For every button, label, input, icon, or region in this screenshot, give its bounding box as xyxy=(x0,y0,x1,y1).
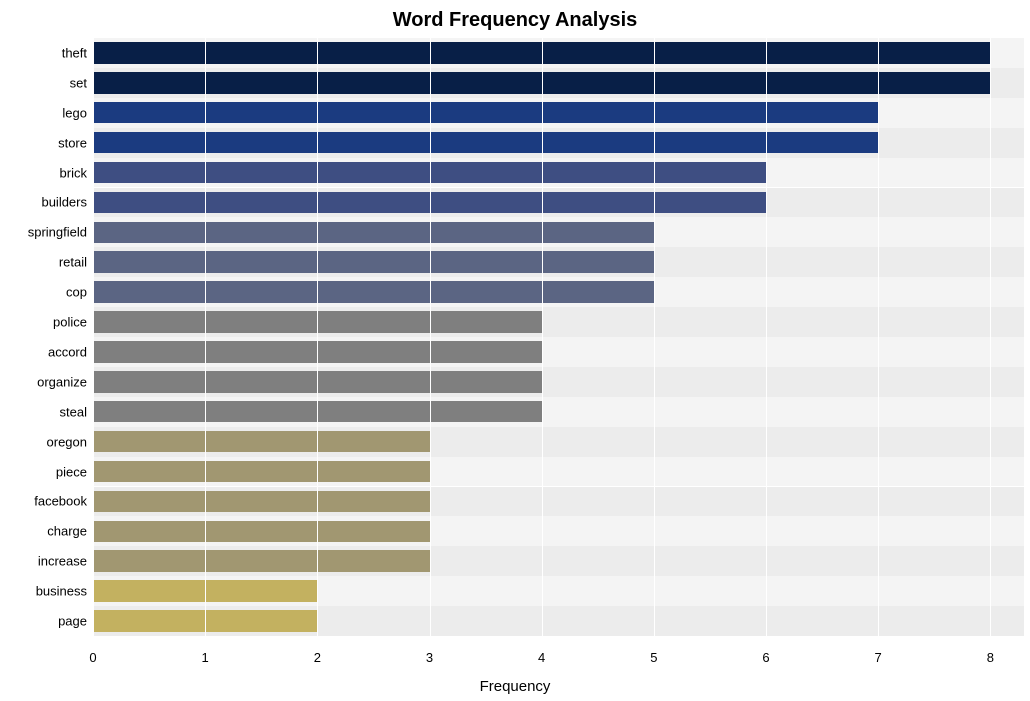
y-tick-label: police xyxy=(53,315,87,330)
bar xyxy=(93,222,654,244)
y-tick-label: steal xyxy=(60,404,87,419)
x-tick-label: 8 xyxy=(987,650,994,665)
chart-row xyxy=(93,307,1024,337)
x-axis-title: Frequency xyxy=(0,678,1030,695)
y-tick-label: facebook xyxy=(34,494,87,509)
chart-row xyxy=(93,516,1024,546)
x-tick-label: 6 xyxy=(762,650,769,665)
bar xyxy=(93,550,430,572)
x-tick-label: 1 xyxy=(202,650,209,665)
y-tick-label: builders xyxy=(41,195,87,210)
y-tick-label: store xyxy=(58,135,87,150)
chart-row xyxy=(93,576,1024,606)
plot-area xyxy=(93,38,1024,636)
y-tick-label: increase xyxy=(38,554,87,569)
y-tick-label: business xyxy=(36,584,87,599)
y-tick-label: theft xyxy=(62,45,87,60)
x-tick-label: 2 xyxy=(314,650,321,665)
chart-row xyxy=(93,128,1024,158)
chart-row xyxy=(93,188,1024,218)
chart-row xyxy=(93,98,1024,128)
bar xyxy=(93,132,878,154)
y-tick-label: accord xyxy=(48,344,87,359)
y-tick-label: cop xyxy=(66,285,87,300)
x-grid-line xyxy=(878,38,879,636)
bar xyxy=(93,521,430,543)
y-tick-label: piece xyxy=(56,464,87,479)
bar xyxy=(93,431,430,453)
chart-title: Word Frequency Analysis xyxy=(0,9,1030,32)
chart-row xyxy=(93,457,1024,487)
x-tick-label: 0 xyxy=(89,650,96,665)
y-tick-label: page xyxy=(58,614,87,629)
y-tick-label: oregon xyxy=(47,434,87,449)
y-tick-label: charge xyxy=(47,524,87,539)
bar xyxy=(93,281,654,303)
x-grid-line xyxy=(93,38,94,636)
x-grid-line xyxy=(542,38,543,636)
bar xyxy=(93,461,430,483)
x-tick-label: 7 xyxy=(875,650,882,665)
x-grid-line xyxy=(430,38,431,636)
x-grid-line xyxy=(205,38,206,636)
chart-row xyxy=(93,427,1024,457)
y-tick-label: brick xyxy=(60,165,87,180)
chart-row xyxy=(93,217,1024,247)
x-grid-line xyxy=(654,38,655,636)
y-tick-label: retail xyxy=(59,255,87,270)
x-tick-label: 3 xyxy=(426,650,433,665)
y-tick-label: springfield xyxy=(28,225,87,240)
x-grid-line xyxy=(766,38,767,636)
chart-row xyxy=(93,606,1024,636)
chart-row xyxy=(93,397,1024,427)
x-tick-label: 4 xyxy=(538,650,545,665)
chart-row xyxy=(93,38,1024,68)
bar xyxy=(93,251,654,273)
chart-row xyxy=(93,487,1024,517)
x-grid-line xyxy=(990,38,991,636)
chart-row xyxy=(93,158,1024,188)
bar xyxy=(93,102,878,124)
word-frequency-chart: Word Frequency Analysis Frequency theft s… xyxy=(0,0,1030,701)
y-tick-label: organize xyxy=(37,374,87,389)
chart-row xyxy=(93,68,1024,98)
chart-row xyxy=(93,247,1024,277)
x-grid-line xyxy=(317,38,318,636)
x-tick-label: 5 xyxy=(650,650,657,665)
bar xyxy=(93,491,430,513)
y-tick-label: lego xyxy=(62,105,87,120)
chart-row xyxy=(93,277,1024,307)
chart-row xyxy=(93,367,1024,397)
chart-row xyxy=(93,337,1024,367)
chart-row xyxy=(93,546,1024,576)
y-tick-label: set xyxy=(70,75,87,90)
